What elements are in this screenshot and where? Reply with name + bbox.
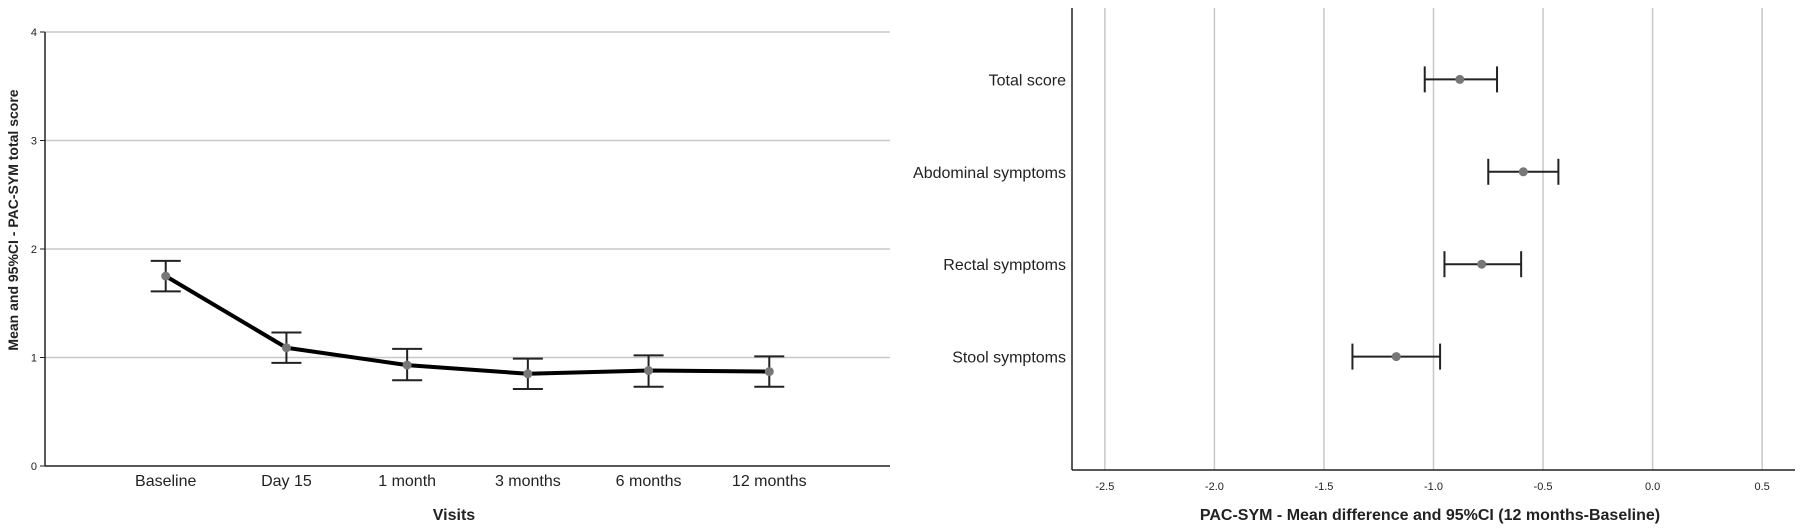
y-tick-label: 3 (31, 136, 37, 148)
data-point (764, 367, 774, 377)
y-tick-label: 2 (31, 244, 37, 256)
x-tick-label: -2.0 (1205, 481, 1224, 493)
y-axis-title: Mean and 95%CI - PAC-SYM total score (5, 89, 21, 350)
category-label: Stool symptoms (952, 350, 1066, 367)
x-tick-label: 0.5 (1754, 481, 1769, 493)
data-point (644, 366, 654, 376)
x-axis-title: PAC-SYM - Mean difference and 95%CI (12 … (1200, 507, 1660, 524)
x-tick-label: Baseline (135, 473, 196, 490)
x-tick-label: 1 month (378, 473, 436, 490)
data-point (1477, 259, 1487, 269)
data-point (281, 343, 291, 353)
data-point (1518, 167, 1528, 177)
x-tick-label: -2.5 (1095, 481, 1114, 493)
y-tick-label: 1 (31, 353, 37, 365)
data-point (402, 360, 412, 370)
y-tick-label: 0 (31, 461, 37, 473)
pac-sym-over-visits-chart: 0 1 2 3 4 Baseline Day 15 1 month 3 months 6 mont… (5, 27, 890, 524)
x-tick-label: 3 months (495, 473, 561, 490)
category-label: Total score (989, 72, 1066, 89)
data-point (1455, 74, 1465, 84)
x-tick-label: -1.0 (1424, 481, 1443, 493)
y-tick-label: 4 (31, 27, 37, 39)
category-label: Rectal symptoms (943, 257, 1066, 274)
data-point (1391, 352, 1401, 362)
series-line (164, 274, 770, 376)
data-point (161, 271, 171, 281)
mean-difference-forest-chart: -2.5 -2.0 -1.5 -1.0 -0.5 0.0 0.5 Total score Abd… (913, 8, 1795, 524)
x-tick-label: 0.0 (1645, 481, 1660, 493)
data-point (523, 369, 533, 379)
x-axis-title: Visits (433, 507, 476, 524)
x-tick-label: Day 15 (261, 473, 312, 490)
x-tick-label: 12 months (732, 473, 807, 490)
x-tick-label: -0.5 (1534, 481, 1553, 493)
x-tick-label: 6 months (616, 473, 682, 490)
x-tick-label: -1.5 (1314, 481, 1333, 493)
category-label: Abdominal symptoms (913, 165, 1066, 182)
